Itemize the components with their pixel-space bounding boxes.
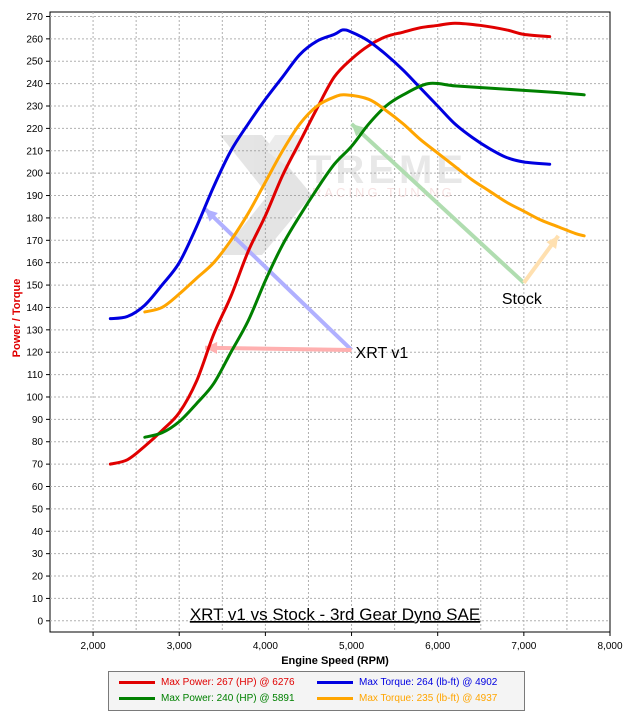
x-tick-label: 4,000: [253, 641, 278, 652]
y-tick-label: 140: [26, 303, 43, 314]
legend-label: Max Power: 267 (HP) @ 6276: [161, 677, 295, 688]
y-tick-label: 240: [26, 79, 43, 90]
legend-item-torque-blue: Max Torque: 264 (lb-ft) @ 4902: [317, 676, 497, 690]
legend-label: Max Torque: 264 (lb-ft) @ 4902: [359, 677, 498, 688]
y-tick-label: 230: [26, 102, 43, 113]
x-tick-label: 5,000: [339, 641, 364, 652]
legend-swatch-green: [119, 696, 155, 700]
y-axis-title: Power / Torque: [11, 279, 23, 358]
annotation-arrows: [203, 122, 560, 354]
y-tick-label: 100: [26, 392, 43, 403]
annotation-arrow-head: [205, 208, 218, 222]
y-tick-label: 130: [26, 325, 43, 336]
y-tick-label: 60: [32, 482, 44, 493]
y-tick-label: 10: [32, 594, 44, 605]
series-line-2: [143, 81, 586, 439]
x-tick-label: 3,000: [167, 641, 192, 652]
y-tick-label: 250: [26, 57, 43, 68]
legend-swatch-blue: [317, 680, 353, 684]
y-tick-label: 190: [26, 191, 43, 202]
annotation-labels: XRT v1 Stock: [356, 291, 543, 362]
y-tick-label: 210: [26, 146, 43, 157]
annotation-arrow-head: [205, 341, 218, 354]
y-tick-label: 160: [26, 258, 43, 269]
y-tick-label: 0: [37, 616, 43, 627]
series-lines: [108, 21, 586, 466]
logo-x-shape-left: [220, 135, 312, 255]
y-tick-label: 80: [32, 437, 44, 448]
y-tick-label: 220: [26, 124, 43, 135]
legend-label: Max Torque: 235 (lb-ft) @ 4937: [359, 693, 498, 704]
series-line-1: [108, 28, 552, 321]
y-tick-label: 90: [32, 415, 44, 426]
annotation-arrow-head: [546, 235, 559, 250]
legend-swatch-red: [119, 680, 155, 684]
y-tick-label: 110: [27, 370, 43, 381]
chart-title: XRT v1 vs Stock - 3rd Gear Dyno SAE: [190, 605, 480, 624]
legend-swatch-orange: [317, 696, 353, 700]
x-axis-title: Engine Speed (RPM): [281, 655, 389, 667]
y-tick-label: 180: [26, 213, 43, 224]
y-tick-label: 70: [32, 460, 44, 471]
annotation-arrow-line: [205, 345, 352, 352]
axis-ticks: 0 10 20 30 40 50 60 70 80 90 100 110 120 130 140 150 160…: [26, 12, 623, 652]
legend-item-power-green: Max Power: 240 (HP) @ 5891: [119, 692, 295, 706]
y-tick-label: 20: [32, 572, 44, 583]
y-tick-label: 170: [26, 236, 43, 247]
series-line-0: [108, 21, 552, 466]
x-tick-label: 6,000: [425, 641, 450, 652]
y-tick-label: 150: [26, 281, 43, 292]
y-tick-label: 40: [32, 527, 44, 538]
x-tick-label: 2,000: [81, 641, 106, 652]
y-tick-label: 50: [32, 504, 44, 515]
legend-item-stock-like-power-red: Max Power: 267 (HP) @ 6276: [119, 676, 295, 690]
y-tick-label: 30: [32, 549, 44, 560]
legend-label: Max Power: 240 (HP) @ 5891: [161, 693, 295, 704]
annotation-label: XRT v1: [356, 345, 409, 362]
x-tick-label: 7,000: [511, 641, 536, 652]
annotation-label: Stock: [502, 291, 543, 308]
y-tick-label: 260: [26, 34, 43, 45]
legend-item-torque-orange: Max Torque: 235 (lb-ft) @ 4937: [317, 692, 497, 706]
plot-area: [49, 11, 611, 633]
y-tick-label: 120: [26, 348, 43, 359]
y-tick-label: 200: [26, 169, 43, 180]
annotation-arrow-line: [203, 207, 353, 352]
legend: Max Power: 267 (HP) @ 6276 Max Torque: 2…: [108, 671, 525, 711]
annotation-arrow-line: [350, 122, 526, 285]
annotation-arrow-head: [351, 123, 365, 137]
series-line-3: [143, 93, 586, 314]
logo-subline: RACING TUNING: [312, 185, 455, 200]
x-tick-label: 8,000: [597, 641, 622, 652]
y-tick-label: 270: [26, 12, 43, 23]
